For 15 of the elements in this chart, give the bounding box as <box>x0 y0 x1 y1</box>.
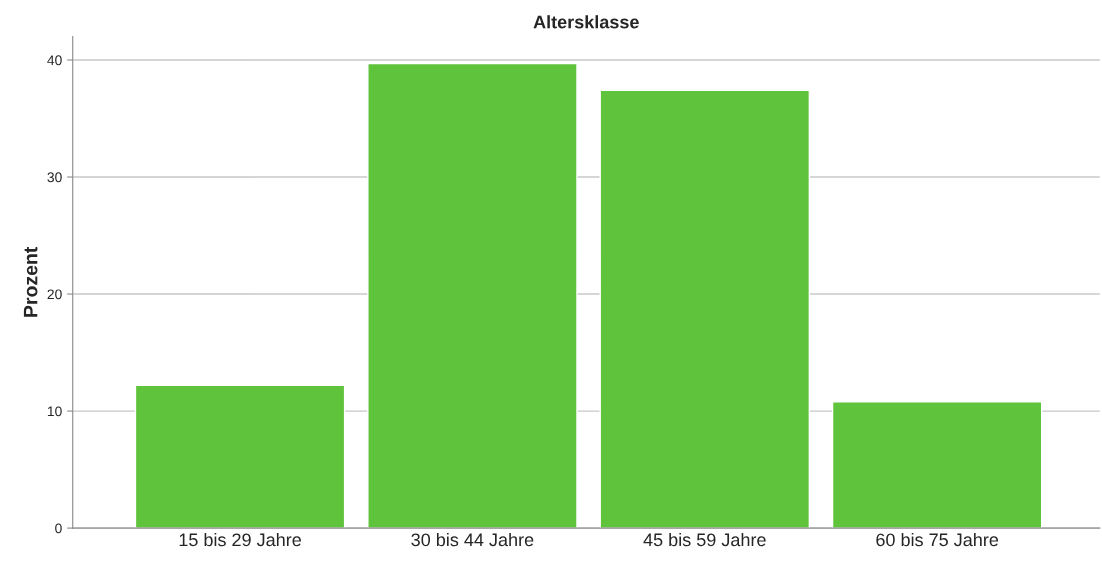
chart-title: Altersklasse <box>533 15 639 29</box>
x-tick-label: 30 bis 44 Jahre <box>411 532 534 547</box>
x-tick-label: 15 bis 29 Jahre <box>179 532 301 547</box>
x-tick-label: 60 bis 75 Jahre <box>876 532 999 547</box>
y-tick-label: 30 <box>47 172 62 183</box>
y-tick-label: 20 <box>47 289 62 300</box>
x-tick-label: 45 bis 59 Jahre <box>643 532 766 547</box>
bar <box>134 384 346 529</box>
y-tick-label: 0 <box>55 523 62 534</box>
bar <box>367 62 578 529</box>
bar <box>599 89 811 529</box>
y-axis-title: Prozent <box>23 246 38 317</box>
y-tick-label: 10 <box>47 406 62 417</box>
y-tick-label: 40 <box>47 55 62 66</box>
bar <box>831 401 1043 529</box>
